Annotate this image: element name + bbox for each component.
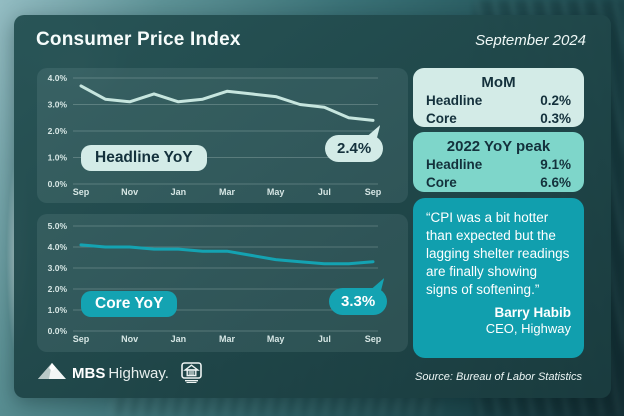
mom-title: MoM bbox=[481, 74, 516, 91]
y-axis-tick-label: 1.0% bbox=[48, 305, 68, 315]
peak-stats-box: 2022 YoY peak Headline 9.1% Core 6.6% bbox=[413, 132, 584, 192]
x-axis-tick-label: Nov bbox=[121, 334, 138, 344]
brand-name-bold: MBS bbox=[72, 364, 106, 382]
y-axis-tick-label: 3.0% bbox=[48, 263, 68, 273]
x-axis-tick-label: Mar bbox=[219, 187, 236, 197]
x-axis-tick-label: May bbox=[267, 334, 285, 344]
x-axis-tick-label: Jul bbox=[318, 334, 331, 344]
data-line bbox=[79, 243, 375, 266]
y-axis-tick-label: 0.0% bbox=[48, 179, 68, 189]
stat-row-core: Core 0.3% bbox=[426, 110, 571, 128]
x-axis-tick-label: May bbox=[267, 187, 285, 197]
mountain-icon bbox=[38, 362, 66, 384]
x-axis-tick-label: Nov bbox=[121, 187, 138, 197]
headline-chart-panel: 4.0% 3.0% 2.0% 1.0% 0.0% Sep Nov Jan Mar May Jul Se… bbox=[37, 68, 408, 203]
source-attribution: Source: Bureau of Labor Statistics bbox=[415, 371, 582, 383]
stat-value: 9.1% bbox=[540, 157, 571, 172]
y-axis-tick-label: 1.0% bbox=[48, 153, 68, 163]
quote-author: Barry Habib bbox=[494, 305, 571, 320]
y-axis-tick-label: 5.0% bbox=[48, 221, 68, 231]
x-axis-tick-label: Jan bbox=[171, 334, 187, 344]
core-chart-panel: 5.0% 4.0% 3.0% 2.0% 1.0% 0.0% Sep Nov Jan Mar May J… bbox=[37, 214, 408, 352]
x-axis-tick-label: Jul bbox=[318, 187, 331, 197]
stat-label: Headline bbox=[426, 93, 483, 108]
x-axis-tick-label: Jan bbox=[171, 187, 187, 197]
quote-text: “CPI was a bit hotter than expected but … bbox=[426, 210, 570, 297]
core-line-chart: 5.0% 4.0% 3.0% 2.0% 1.0% 0.0% Sep Nov Jan Mar May J… bbox=[48, 221, 382, 344]
x-axis-tick-label: Sep bbox=[73, 187, 90, 197]
data-line bbox=[79, 84, 375, 122]
mbs-highway-logo: MBS Highway. bbox=[38, 362, 202, 384]
equal-housing-icon bbox=[181, 362, 202, 384]
stat-label: Headline bbox=[426, 157, 483, 172]
y-axis-tick-label: 0.0% bbox=[48, 326, 68, 336]
y-axis-tick-label: 2.0% bbox=[48, 284, 68, 294]
stat-row-headline: Headline 9.1% bbox=[426, 156, 571, 174]
y-axis-tick-label: 4.0% bbox=[48, 242, 68, 252]
y-axis-tick-label: 3.0% bbox=[48, 100, 68, 110]
x-axis-tick-label: Mar bbox=[219, 334, 236, 344]
peak-title: 2022 YoY peak bbox=[446, 138, 551, 155]
page-title: Consumer Price Index bbox=[36, 29, 241, 50]
y-axis-tick-label: 4.0% bbox=[48, 73, 68, 83]
brand-name-rest: Highway. bbox=[108, 364, 169, 382]
x-axis-tick-label: Sep bbox=[365, 187, 382, 197]
stat-value: 6.6% bbox=[540, 175, 571, 190]
stat-label: Core bbox=[426, 111, 457, 126]
stat-row-headline: Headline 0.2% bbox=[426, 92, 571, 110]
x-axis-tick-label: Sep bbox=[365, 334, 382, 344]
stat-value: 0.3% bbox=[540, 111, 571, 126]
quote-author-role: CEO, Highway bbox=[485, 321, 571, 336]
mom-stats-box: MoM Headline 0.2% Core 0.3% bbox=[413, 68, 584, 127]
core-latest-value-callout: 3.3% bbox=[329, 288, 388, 315]
report-date: September 2024 bbox=[475, 32, 586, 49]
stat-value: 0.2% bbox=[540, 93, 571, 108]
headline-latest-value-callout: 2.4% bbox=[325, 135, 384, 162]
core-series-label: Core YoY bbox=[81, 291, 178, 317]
stat-row-core: Core 6.6% bbox=[426, 174, 571, 192]
stat-label: Core bbox=[426, 175, 457, 190]
main-card: Consumer Price Index September 2024 4.0%… bbox=[14, 15, 611, 398]
headline-series-label: Headline YoY bbox=[81, 145, 207, 171]
headline-line-chart: 4.0% 3.0% 2.0% 1.0% 0.0% Sep Nov Jan Mar May Jul Se… bbox=[48, 73, 382, 197]
y-axis-tick-label: 2.0% bbox=[48, 126, 68, 136]
quote-box: “CPI was a bit hotter than expected but … bbox=[413, 198, 584, 358]
x-axis-tick-label: Sep bbox=[73, 334, 90, 344]
